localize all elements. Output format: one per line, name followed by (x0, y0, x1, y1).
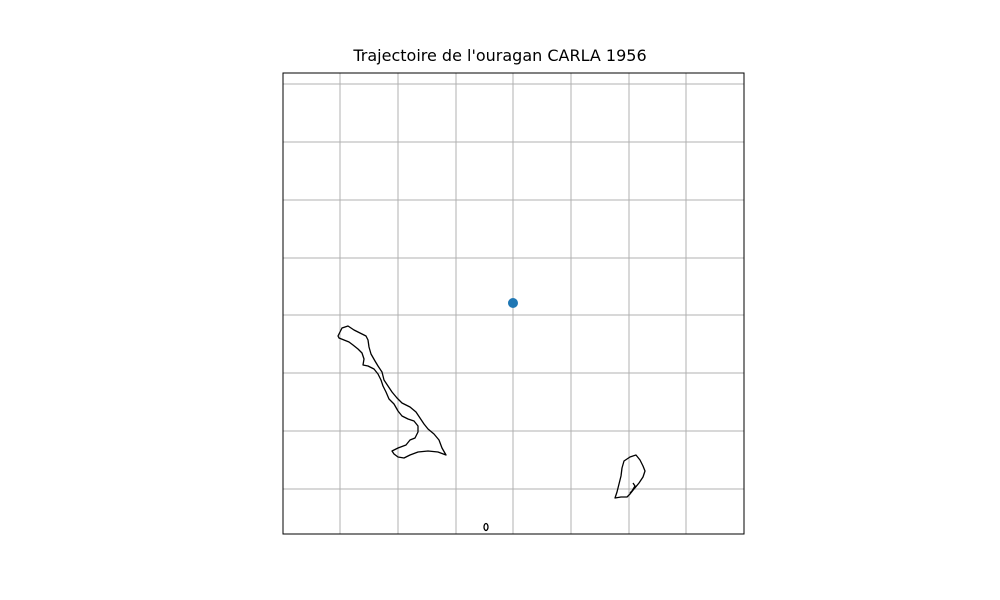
coastline-island-southeast (614, 454, 646, 499)
map-frame-border (282, 72, 745, 535)
track-point-marker (508, 298, 518, 308)
map-title: Trajectoire de l'ouragan CARLA 1956 (353, 46, 647, 65)
coastlines (337, 325, 646, 532)
coastline-islet (483, 522, 489, 532)
coastline-island-large (337, 325, 447, 459)
coastline-island-detail (629, 482, 636, 494)
